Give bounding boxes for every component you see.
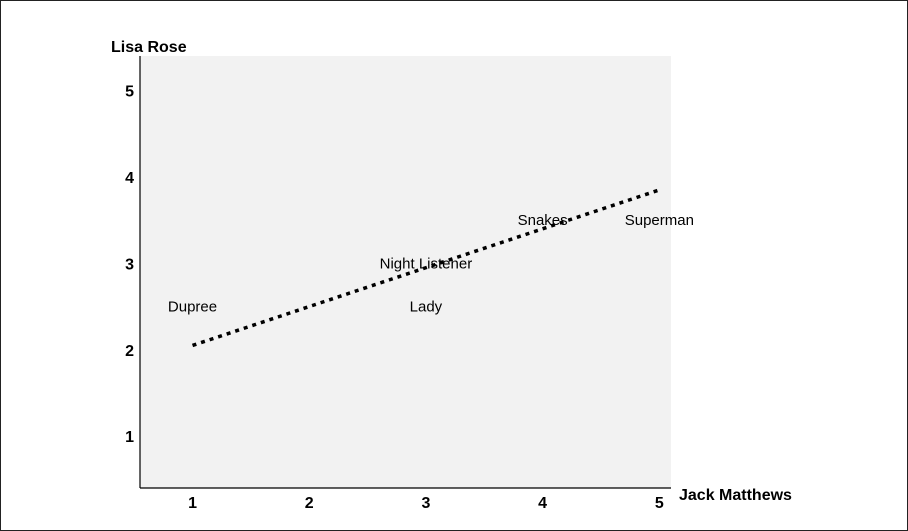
point-label: Lady [410, 299, 443, 316]
y-tick-label: 4 [125, 170, 134, 187]
x-tick-labels: 1 2 3 4 5 [188, 495, 664, 512]
point-label: Snakes [518, 212, 568, 229]
y-tick-label: 3 [125, 256, 134, 273]
trend-line [191, 188, 660, 348]
y-axis-title: Lisa Rose [111, 39, 187, 56]
plot-area [140, 56, 671, 488]
point-labels: Dupree Night Listener Lady Snakes Superman [168, 212, 694, 315]
y-tick-label: 2 [125, 343, 134, 360]
x-tick-label: 2 [305, 495, 314, 512]
y-tick-label: 5 [125, 84, 134, 101]
y-tick-labels: 1 2 3 4 5 [125, 84, 134, 447]
x-tick-label: 3 [421, 495, 430, 512]
point-label: Night Listener [380, 255, 473, 272]
point-label: Dupree [168, 299, 217, 316]
x-tick-label: 5 [655, 495, 664, 512]
point-label: Superman [625, 212, 694, 229]
x-tick-label: 4 [538, 495, 547, 512]
y-tick-label: 1 [125, 429, 134, 446]
x-axis-title: Jack Matthews [679, 487, 792, 504]
x-tick-label: 1 [188, 495, 197, 512]
